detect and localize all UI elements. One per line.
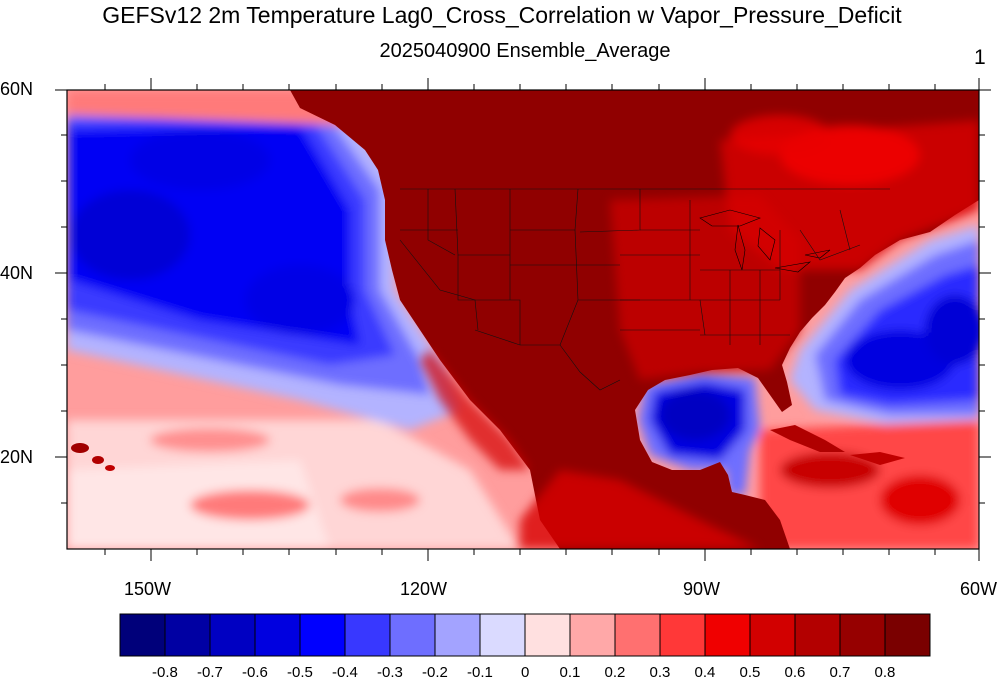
colorbar-tick-label: 0.8: [874, 664, 896, 681]
lon-label-60w: 60W: [960, 579, 998, 599]
colorbar-tick-label: 0.1: [559, 664, 581, 681]
colorbar-box: [794, 613, 841, 657]
colorbar: [119, 613, 931, 657]
colorbar-box: [839, 613, 886, 657]
colorbar-tick-label: 0.7: [829, 664, 851, 681]
colorbar-tick-label: -0.5: [287, 664, 313, 681]
colorbar-tick-label: 0.2: [604, 664, 626, 681]
colorbar-tick-label: 0.5: [739, 664, 761, 681]
lat-ticks: [55, 89, 991, 504]
lon-ticks: [104, 78, 980, 561]
colorbar-box: [749, 613, 796, 657]
colorbar-tick-label: -0.4: [332, 664, 358, 681]
colorbar-box: [569, 613, 616, 657]
figure-title: GEFSv12 2m Temperature Lag0_Cross_Correl…: [102, 2, 902, 28]
colorbar-box: [254, 613, 301, 657]
colorbar-box: [389, 613, 436, 657]
colorbar-box: [434, 613, 481, 657]
lat-label-20n: 20N: [0, 447, 34, 467]
figure-subtitle: 2025040900 Ensemble_Average: [379, 40, 671, 62]
colorbar-box: [614, 613, 661, 657]
colorbar-tick-label: -0.2: [422, 664, 448, 681]
correlation-field: [67, 90, 979, 549]
colorbar-box: [884, 613, 931, 657]
colorbar-tick-label: -0.3: [377, 664, 403, 681]
colorbar-box: [209, 613, 256, 657]
colorbar-tick-label: 0.4: [694, 664, 716, 681]
colorbar-box: [704, 613, 751, 657]
colorbar-box: [524, 613, 571, 657]
colorbar-tick-label: 0.3: [649, 664, 671, 681]
colorbar-box: [344, 613, 391, 657]
colorbar-tick-label: -0.7: [197, 664, 223, 681]
lon-label-150w: 150W: [124, 579, 172, 599]
colorbar-tick-label: -0.8: [152, 664, 178, 681]
lon-label-120w: 120W: [400, 579, 448, 599]
colorbar-box: [659, 613, 706, 657]
colorbar-tick-label: -0.6: [242, 664, 268, 681]
panel-number: 1: [974, 46, 986, 69]
lon-label-90w: 90W: [683, 579, 721, 599]
colorbar-box: [119, 613, 166, 657]
colorbar-tick-label: -0.1: [467, 664, 493, 681]
lat-label-40n: 40N: [0, 263, 34, 283]
colorbar-box: [479, 613, 526, 657]
colorbar-box: [299, 613, 346, 657]
colorbar-box: [164, 613, 211, 657]
political-boundaries: [399, 188, 890, 391]
colorbar-tick-label: 0: [521, 664, 530, 681]
lat-label-60n: 60N: [0, 79, 34, 99]
colorbar-tick-label: 0.6: [784, 664, 806, 681]
